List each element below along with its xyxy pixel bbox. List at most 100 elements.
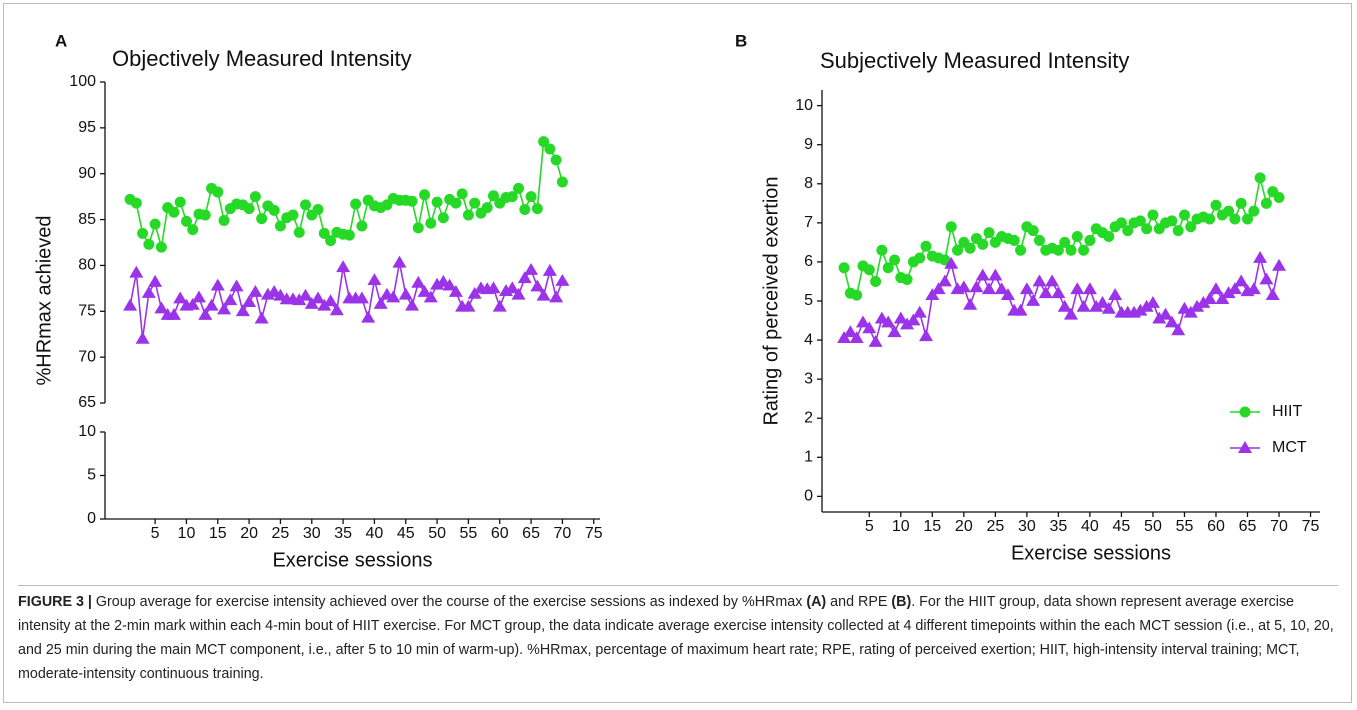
point [1248,205,1260,217]
point [901,274,913,286]
point [419,189,431,201]
point [300,199,312,211]
point [1089,299,1104,312]
point [1171,323,1186,336]
point [1235,197,1247,209]
point [1052,244,1064,256]
point [361,310,376,323]
point [549,290,564,303]
point [149,218,161,230]
point [218,214,230,226]
point [1221,286,1236,299]
x-tick-label: 70 [1270,518,1288,535]
point [1059,236,1071,248]
point [1229,213,1241,225]
point [367,273,382,286]
chart-title: Subjectively Measured Intensity [820,48,1129,73]
point [530,279,545,292]
y-tick-label: 0 [804,488,813,505]
point [1076,299,1091,312]
point [1139,299,1154,312]
point [1202,292,1217,304]
point [1208,282,1223,295]
x-tick-label: 10 [178,525,196,542]
point [931,282,946,295]
point [906,313,921,326]
x-tick-label: 50 [1144,518,1162,535]
point [148,274,163,287]
point [154,301,169,314]
point [356,220,368,232]
point [450,197,462,209]
point [912,305,927,318]
x-tick-label: 50 [428,525,446,542]
point [982,282,997,295]
point [517,271,532,284]
point [1019,282,1034,295]
point [1265,288,1280,301]
point [550,154,562,166]
x-tick-label: 30 [303,525,321,542]
point [544,143,556,155]
y-tick-label: 3 [804,370,813,387]
point [511,287,526,300]
point [287,209,299,221]
point [963,297,978,310]
point [513,182,525,194]
point [914,252,926,264]
y-tick-label: 10 [795,97,813,114]
point [882,262,894,274]
x-tick-label: 5 [865,518,874,535]
point [235,304,250,317]
point [536,288,551,301]
y-tick-label: 4 [804,331,813,348]
caption-text: . For the HIIT group, data shown represe… [18,594,1334,682]
point [888,254,900,266]
point [1064,307,1078,320]
y-tick-label: 7 [804,214,813,231]
point [893,311,908,324]
point [1166,215,1178,227]
point [1057,299,1072,312]
point [863,264,875,276]
point [1082,282,1097,295]
point [187,224,199,236]
point [1032,274,1047,287]
point [1254,172,1266,184]
point [323,294,338,307]
point [198,307,213,320]
point [254,311,269,324]
point [431,196,443,208]
y-tick-label: 85 [78,211,96,228]
y-tick-label: 100 [69,73,96,90]
point [849,331,864,344]
point [1133,303,1148,316]
point [1196,295,1211,308]
x-tick-label: 65 [522,525,540,542]
caption-text: and RPE [826,594,892,610]
point [1158,307,1173,320]
y-tick-label: 90 [78,165,96,182]
point [343,229,355,241]
point [1227,282,1242,295]
point [143,238,155,250]
point [398,287,413,300]
point [851,289,863,301]
point [1185,221,1197,233]
point [406,195,418,207]
y-axis-label: Rating of perceived exertion [760,176,782,425]
point [519,203,531,215]
point [135,331,150,344]
point [1070,282,1085,295]
point [1164,315,1179,328]
panel-label: B [735,31,747,50]
point [1071,231,1083,243]
caption-text: Group average for exercise intensity ach… [95,594,807,610]
legend-marker [1238,441,1252,453]
point [538,136,550,148]
point [274,220,286,232]
chart-title: Objectively Measured Intensity [112,46,412,71]
point [556,176,568,188]
point [1152,311,1167,324]
point [1259,272,1274,285]
